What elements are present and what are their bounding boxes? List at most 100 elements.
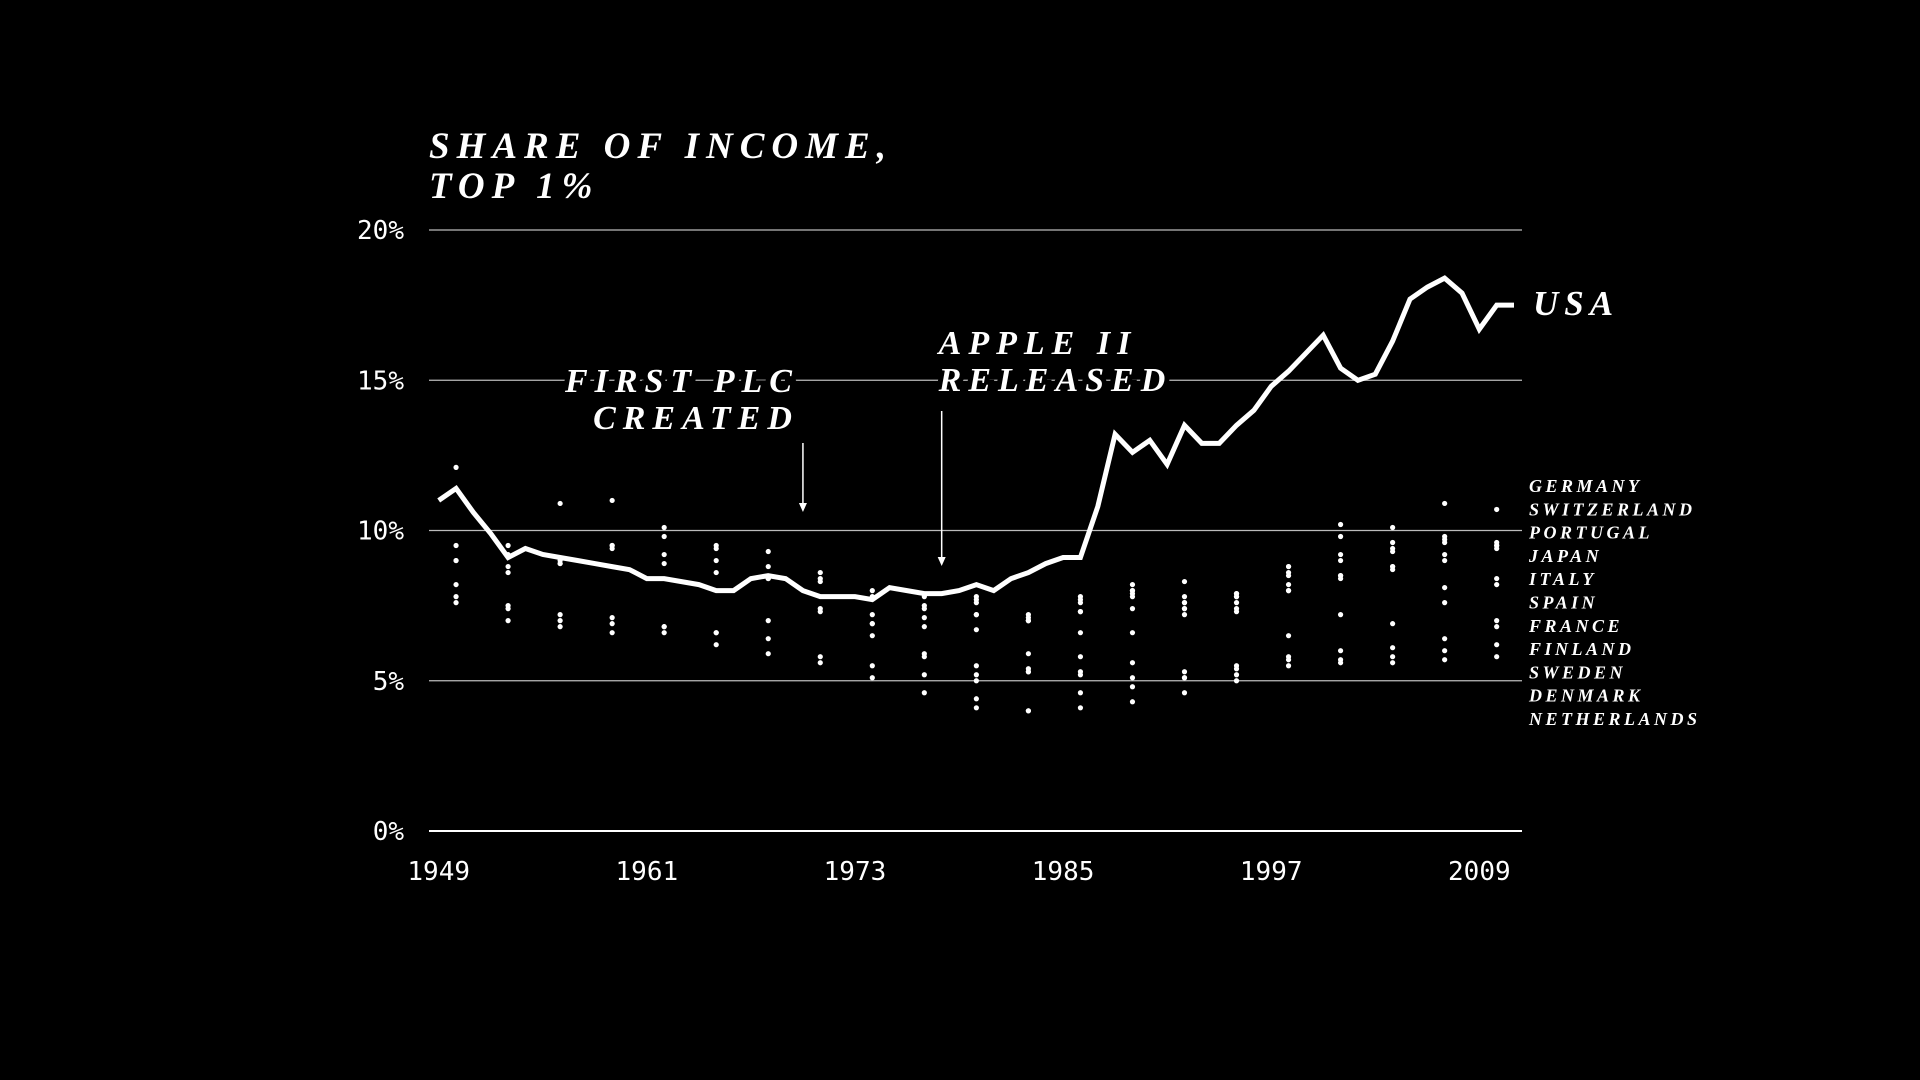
dot xyxy=(1494,506,1500,513)
dot xyxy=(1337,657,1344,663)
dot xyxy=(765,636,771,642)
dot xyxy=(1077,690,1084,696)
dot xyxy=(453,594,459,600)
annotation-text: FIRST PLC xyxy=(564,363,799,400)
dot xyxy=(1337,575,1344,582)
dot xyxy=(1285,569,1292,576)
dot xyxy=(609,542,615,549)
dot xyxy=(713,557,719,564)
legend-label: GERMANY xyxy=(1529,476,1643,496)
dot xyxy=(661,524,667,531)
dot xyxy=(713,642,719,648)
dot xyxy=(921,624,927,630)
dot xyxy=(1025,708,1031,714)
dot xyxy=(1181,594,1188,600)
dot xyxy=(1442,657,1448,663)
dot xyxy=(661,624,667,630)
dot xyxy=(453,464,459,470)
dot xyxy=(1390,654,1396,660)
dot xyxy=(921,690,927,696)
dot xyxy=(1390,660,1396,666)
dot xyxy=(1077,609,1084,615)
dot xyxy=(921,672,927,678)
dot xyxy=(869,633,875,639)
dot xyxy=(1233,678,1240,684)
dot xyxy=(557,618,563,624)
dot xyxy=(1442,500,1448,507)
dot xyxy=(1129,594,1136,600)
annotation-text: APPLE II xyxy=(937,325,1138,362)
y-tick-label: 15% xyxy=(357,366,404,396)
dot xyxy=(921,615,927,621)
dot xyxy=(1129,660,1136,666)
dot xyxy=(1494,654,1500,660)
dot xyxy=(1129,684,1136,690)
dot xyxy=(765,563,771,570)
dot xyxy=(765,651,771,657)
dot xyxy=(1025,651,1031,657)
dot xyxy=(1285,588,1292,594)
dot xyxy=(1233,672,1240,678)
dot xyxy=(1285,563,1292,570)
dot xyxy=(869,621,875,627)
dot xyxy=(661,551,667,558)
legend-label: SWITZERLAND xyxy=(1529,499,1696,519)
dot xyxy=(1390,645,1396,651)
dot xyxy=(1233,600,1240,606)
dot xyxy=(557,500,563,507)
dot xyxy=(1494,642,1500,648)
y-tick-label: 0% xyxy=(373,817,405,847)
dot xyxy=(661,533,667,540)
dot xyxy=(1337,521,1344,528)
dot xyxy=(453,581,459,588)
dot xyxy=(869,612,875,618)
y-tick-label: 10% xyxy=(357,517,404,547)
dot xyxy=(1390,548,1396,555)
dot xyxy=(453,600,459,606)
x-tick-label: 1985 xyxy=(1032,857,1095,887)
chart-title: TOP 1% xyxy=(429,166,599,207)
dot xyxy=(609,630,615,636)
dot xyxy=(1442,551,1448,558)
dot xyxy=(1181,675,1188,681)
dot xyxy=(505,618,511,624)
dot xyxy=(973,672,979,678)
dot xyxy=(1390,621,1396,627)
dot xyxy=(1077,594,1084,600)
dot xyxy=(1337,612,1344,618)
legend-label: SPAIN xyxy=(1529,593,1598,613)
legend-label: NETHERLANDS xyxy=(1528,709,1701,729)
dot xyxy=(609,621,615,627)
dot xyxy=(1390,566,1396,573)
dot xyxy=(1181,578,1188,585)
x-tick-label: 1997 xyxy=(1240,857,1303,887)
dot xyxy=(1285,633,1292,639)
dot xyxy=(1442,636,1448,642)
x-tick-label: 1949 xyxy=(407,857,470,887)
legend-label: ITALY xyxy=(1528,569,1597,589)
dot xyxy=(505,542,511,549)
x-tick-label: 1961 xyxy=(616,857,679,887)
dot xyxy=(1337,648,1344,654)
dot xyxy=(505,569,511,576)
dot xyxy=(921,606,927,612)
dot xyxy=(1494,545,1500,552)
dot xyxy=(1442,584,1448,591)
dot xyxy=(1181,612,1188,618)
legend-label: DENMARK xyxy=(1528,686,1644,706)
dot xyxy=(1442,557,1448,564)
series-label: USA xyxy=(1533,284,1619,323)
line xyxy=(437,275,1514,603)
dot xyxy=(453,542,459,549)
dot xyxy=(1337,551,1344,558)
dot xyxy=(817,606,823,612)
legend-label: JAPAN xyxy=(1528,546,1602,566)
dot xyxy=(1285,581,1292,588)
dot xyxy=(973,663,979,669)
dot xyxy=(1025,669,1031,675)
dot xyxy=(1233,609,1240,615)
dot xyxy=(869,588,875,594)
dot xyxy=(765,618,771,624)
dot xyxy=(661,560,667,567)
dot xyxy=(1129,588,1136,594)
